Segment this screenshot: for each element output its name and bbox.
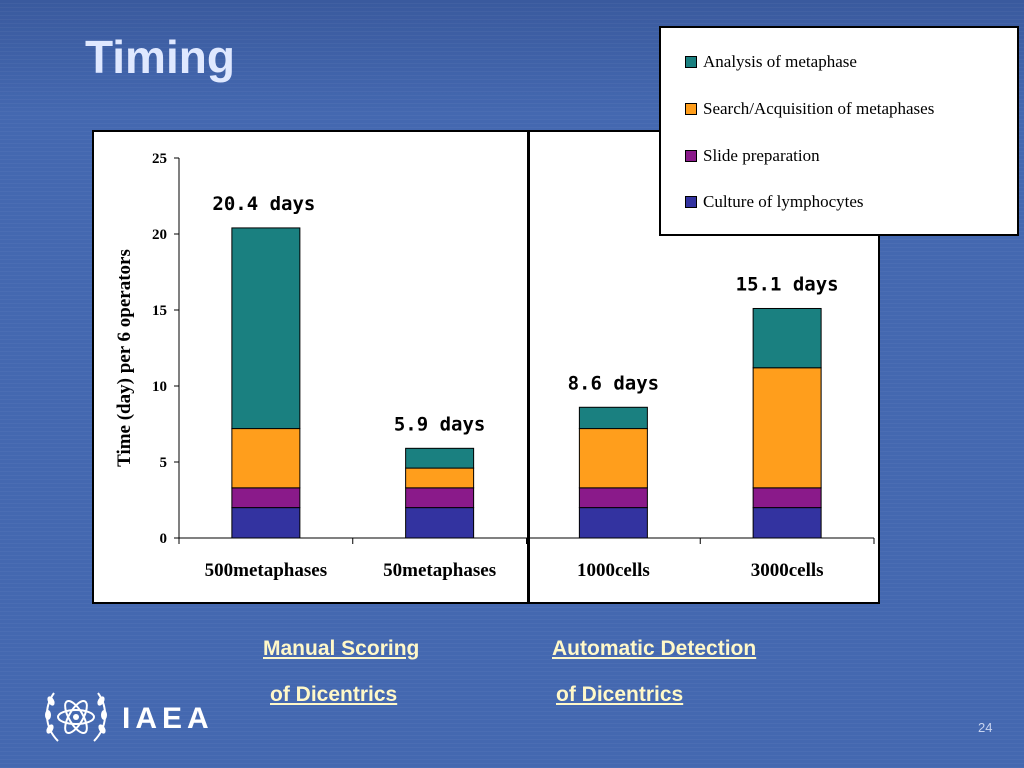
caption-auto-dicentrics[interactable]: of Dicentrics xyxy=(556,683,684,706)
y-tick-label: 10 xyxy=(152,379,167,395)
legend-item-analysis: Analysis of metaphase xyxy=(685,52,857,72)
legend-swatch-search xyxy=(685,103,697,115)
stacked-bar-chart: 0 5 10 15 20 25 Time (day) per 6 operators 500… xyxy=(114,132,875,602)
legend-label-analysis: Analysis of metaphase xyxy=(703,52,857,71)
bar-total-label: 8.6 days xyxy=(568,372,660,394)
iaea-logo-text: IAEA xyxy=(122,702,214,735)
page-number: 24 xyxy=(978,720,993,735)
y-tick-label: 15 xyxy=(152,303,167,319)
legend-swatch-culture xyxy=(685,196,697,208)
bar-segment xyxy=(752,507,822,539)
bar-segment xyxy=(405,447,475,469)
slide-title: Timing xyxy=(85,31,235,83)
x-category-label: 1000cells xyxy=(577,560,650,581)
y-tick-label: 0 xyxy=(160,531,168,547)
bar-segment xyxy=(231,428,301,489)
legend-swatch-analysis xyxy=(685,56,697,68)
legend-label-culture: Culture of lymphocytes xyxy=(703,192,864,211)
x-category-label: 50metaphases xyxy=(383,560,496,581)
bar-total-label: 5.9 days xyxy=(394,413,486,435)
bar-segment xyxy=(405,487,475,509)
bar-segment xyxy=(231,507,301,539)
bar-segment xyxy=(578,406,648,430)
legend-swatch-slide-prep xyxy=(685,150,697,162)
bar-segment xyxy=(405,467,475,489)
caption-manual-scoring[interactable]: Manual Scoring xyxy=(263,637,420,660)
bar-total-label: 20.4 days xyxy=(212,193,315,215)
legend-item-search: Search/Acquisition of metaphases xyxy=(685,99,934,119)
bar-segment xyxy=(578,428,648,489)
bar-segment xyxy=(752,487,822,509)
legend-item-slide-prep: Slide preparation xyxy=(685,146,820,166)
bar-segment xyxy=(405,507,475,539)
y-tick-label: 20 xyxy=(152,227,167,243)
bar-segment xyxy=(578,507,648,539)
bar-segment xyxy=(231,487,301,509)
bar-segment xyxy=(578,487,648,509)
bar-segment xyxy=(752,367,822,489)
bar-total-label: 15.1 days xyxy=(736,273,839,295)
x-category-label: 3000cells xyxy=(751,560,824,581)
y-tick-label: 25 xyxy=(152,151,167,167)
x-category-label: 500metaphases xyxy=(205,560,327,581)
chart-legend: Analysis of metaphase Search/Acquisition… xyxy=(659,26,1019,236)
caption-automatic-detection[interactable]: Automatic Detection xyxy=(552,637,757,660)
y-tick-label: 5 xyxy=(160,455,168,471)
legend-label-slide-prep: Slide preparation xyxy=(703,146,820,165)
bar-segment xyxy=(231,227,301,430)
y-axis-title: Time (day) per 6 operators xyxy=(114,249,135,467)
chart-panel: 0 5 10 15 20 25 Time (day) per 6 operators 500… xyxy=(92,130,880,604)
legend-label-search: Search/Acquisition of metaphases xyxy=(703,99,935,118)
legend-item-culture: Culture of lymphocytes xyxy=(685,192,864,212)
caption-manual-dicentrics[interactable]: of Dicentrics xyxy=(270,683,398,706)
iaea-emblem-icon xyxy=(40,685,112,754)
bar-segment xyxy=(752,307,822,369)
